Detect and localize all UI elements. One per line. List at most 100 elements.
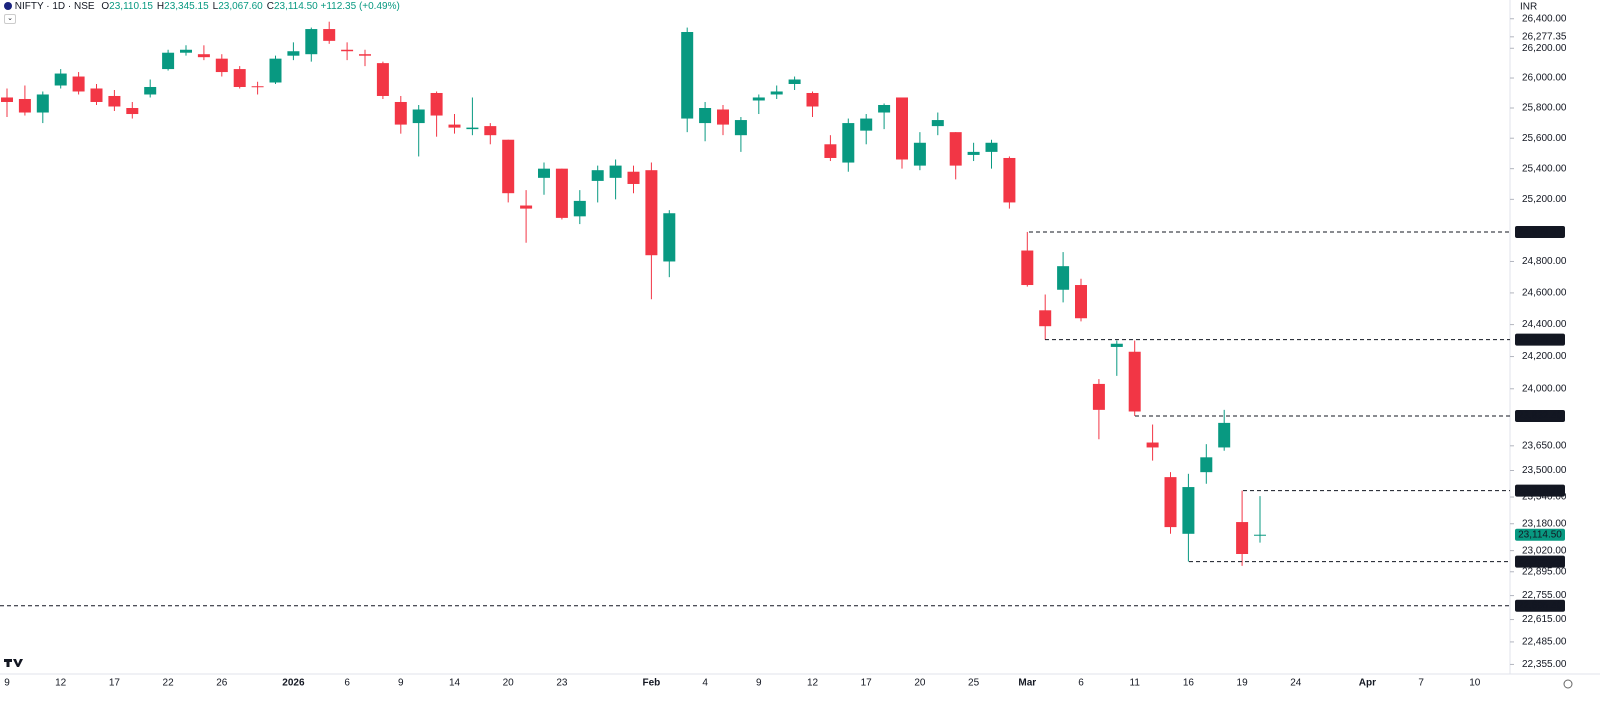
x-tick-label: 23 (556, 678, 568, 689)
level-label-bg (1515, 409, 1565, 422)
candle-body (806, 92, 819, 107)
x-tick-label: 4 (702, 678, 708, 689)
y-tick-label: 23,020.00 (1522, 545, 1567, 556)
legend-key: H (156, 1, 165, 12)
candle-body (1236, 522, 1249, 555)
candle-body (609, 165, 622, 178)
x-tick-label: 20 (914, 678, 926, 689)
candle-body (520, 205, 533, 209)
y-tick-label: 22,485.00 (1522, 637, 1567, 648)
settings-button[interactable] (1563, 679, 1573, 689)
y-tick-label: 26,000.00 (1522, 73, 1567, 84)
candle-body (197, 54, 210, 58)
candle-body (162, 52, 175, 70)
x-tick-label: 2026 (282, 678, 305, 689)
candle-body (1164, 477, 1177, 528)
candle-body (1092, 383, 1105, 410)
y-tick-label: 24,000.00 (1522, 383, 1567, 394)
candle-body (430, 92, 443, 116)
symbol-icon (4, 2, 12, 10)
collapse-button[interactable]: ⌄ (4, 14, 16, 24)
level-label: 24,305.40 (1518, 334, 1563, 345)
candle-body (770, 91, 783, 95)
candle-body (144, 86, 157, 95)
candle-body (108, 95, 121, 107)
level-label-bg (1515, 225, 1565, 238)
candle-body (1057, 266, 1070, 290)
y-tick-label: 23,500.00 (1522, 465, 1567, 476)
candle-body (573, 200, 586, 217)
x-tick-label: Mar (1018, 678, 1036, 689)
candle-body (663, 213, 676, 262)
header: NIFTY · 1D · NSE O23,110.15 H23,345.15 L23… (4, 1, 400, 24)
x-tick-label: 17 (109, 678, 121, 689)
y-tick-label: 26,200.00 (1522, 43, 1567, 54)
candle-body (645, 170, 658, 256)
candle-body (269, 58, 282, 83)
candle-body (555, 168, 568, 218)
x-tick-label: 19 (1237, 678, 1249, 689)
candle-body (842, 123, 855, 163)
candle-body (949, 132, 962, 166)
candle-body (448, 124, 461, 128)
x-tick-label: Feb (643, 678, 661, 689)
x-tick-label: 6 (344, 678, 350, 689)
candle-body (1003, 157, 1016, 203)
x-tick-label: 6 (1078, 678, 1084, 689)
x-tick-label: 24 (1290, 678, 1302, 689)
candle-body (233, 69, 246, 87)
y-tick-label: 22,615.00 (1522, 614, 1567, 625)
candle-body (699, 108, 712, 124)
x-tick-label: Apr (1359, 678, 1376, 689)
candle-body (788, 79, 801, 84)
candle-body (734, 120, 747, 136)
legend-value: 23,114.50 (273, 1, 318, 12)
candle-body (967, 151, 980, 155)
tv-logo (4, 659, 23, 667)
candle-body (1182, 487, 1195, 534)
candle-body (466, 127, 479, 130)
candle-body (1075, 285, 1087, 319)
y-tick-label: 25,800.00 (1522, 103, 1567, 114)
candle-body (90, 88, 103, 102)
x-tick-label: 9 (756, 678, 762, 689)
candle-body (1, 97, 13, 102)
candle-body (896, 97, 908, 160)
candle-body (1254, 534, 1266, 536)
y-tick-label: 26,277.35 (1522, 31, 1567, 42)
level-label: 23,832.40 (1518, 411, 1563, 422)
legend-value: 23,067.60 (218, 1, 263, 12)
x-tick-label: 14 (449, 678, 461, 689)
legend-key: L (212, 1, 219, 12)
candle-body (627, 171, 640, 184)
level-label-bg (1515, 484, 1565, 497)
candle-body (36, 94, 49, 113)
y-tick-label: 25,400.00 (1522, 163, 1567, 174)
last-price-bg (1515, 528, 1565, 541)
x-tick-label: 12 (807, 678, 819, 689)
candle-body (18, 98, 31, 113)
currency: INR (1520, 2, 1537, 13)
ohlc-legend: O23,110.15 H23,345.15 L23,067.60 C23,114.50 (97, 1, 317, 12)
candle-body (1146, 442, 1159, 448)
last-price-label: 23,114.50 (1518, 529, 1562, 540)
x-tick-label: 22 (163, 678, 175, 689)
candle-body (323, 29, 336, 41)
y-tick-label: 24,200.00 (1522, 351, 1567, 362)
candle-body (305, 29, 318, 55)
candle-body (72, 76, 85, 92)
x-tick-label: 9 (4, 678, 10, 689)
candle-body (1039, 310, 1052, 327)
legend-value: 23,110.15 (109, 1, 153, 12)
y-tick-label: 23,340.00 (1522, 492, 1567, 503)
candle-body (502, 139, 515, 194)
y-tick-label: 25,600.00 (1522, 133, 1567, 144)
candle-body (591, 170, 604, 181)
x-tick-label: 20 (503, 678, 515, 689)
candle-body (126, 108, 139, 115)
candle-body (913, 142, 926, 166)
y-tick-label: 23,650.00 (1522, 440, 1567, 451)
candle-body (824, 144, 837, 158)
